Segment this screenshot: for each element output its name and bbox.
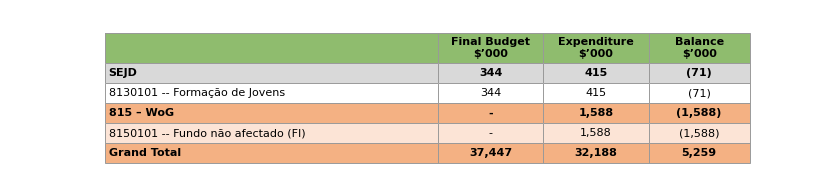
Bar: [543, 33, 649, 63]
Bar: [649, 103, 749, 123]
Text: (1,588): (1,588): [679, 128, 720, 138]
Bar: [649, 83, 749, 103]
Bar: [543, 143, 649, 163]
Bar: [543, 83, 649, 103]
Bar: [649, 143, 749, 163]
Bar: [438, 63, 543, 83]
Bar: [438, 123, 543, 143]
Bar: [105, 103, 438, 123]
Bar: [543, 123, 649, 143]
Text: Final Budget
$’000: Final Budget $’000: [451, 37, 530, 59]
Bar: [105, 33, 438, 63]
Text: 32,188: 32,188: [575, 148, 618, 158]
Bar: [649, 123, 749, 143]
Bar: [438, 143, 543, 163]
Bar: [649, 33, 749, 63]
Text: Expenditure
$’000: Expenditure $’000: [558, 37, 634, 59]
Bar: [105, 83, 438, 103]
Bar: [649, 83, 749, 103]
Bar: [438, 143, 543, 163]
Bar: [105, 33, 438, 63]
Bar: [543, 143, 649, 163]
Bar: [649, 123, 749, 143]
Bar: [438, 33, 543, 63]
Text: 815 – WoG: 815 – WoG: [109, 108, 173, 118]
Bar: [543, 103, 649, 123]
Bar: [649, 33, 749, 63]
Text: 415: 415: [586, 88, 607, 98]
Bar: [438, 103, 543, 123]
Text: 8150101 -- Fundo não afectado (FI): 8150101 -- Fundo não afectado (FI): [109, 128, 305, 138]
Bar: [438, 63, 543, 83]
Bar: [438, 103, 543, 123]
Text: 344: 344: [479, 68, 503, 78]
Bar: [649, 143, 749, 163]
Text: 5,259: 5,259: [681, 148, 716, 158]
Text: -: -: [489, 128, 493, 138]
Bar: [105, 123, 438, 143]
Bar: [105, 63, 438, 83]
Bar: [438, 83, 543, 103]
Text: SEJD: SEJD: [109, 68, 137, 78]
Bar: [438, 83, 543, 103]
Text: Grand Total: Grand Total: [109, 148, 181, 158]
Bar: [105, 83, 438, 103]
Bar: [543, 63, 649, 83]
Bar: [438, 33, 543, 63]
Text: 415: 415: [584, 68, 608, 78]
Bar: [543, 83, 649, 103]
Bar: [438, 123, 543, 143]
Bar: [649, 63, 749, 83]
Bar: [543, 33, 649, 63]
Text: Balance
$’000: Balance $’000: [675, 37, 724, 59]
Text: 8130101 -- Formação de Jovens: 8130101 -- Formação de Jovens: [109, 88, 285, 98]
Bar: [105, 123, 438, 143]
Text: (71): (71): [688, 88, 711, 98]
Text: 344: 344: [480, 88, 501, 98]
Bar: [649, 63, 749, 83]
Text: (71): (71): [686, 68, 712, 78]
Bar: [649, 103, 749, 123]
Bar: [543, 123, 649, 143]
Bar: [105, 143, 438, 163]
Text: -: -: [489, 108, 493, 118]
Text: 1,588: 1,588: [580, 128, 612, 138]
Text: (1,588): (1,588): [676, 108, 722, 118]
Bar: [105, 143, 438, 163]
Bar: [543, 63, 649, 83]
Text: 37,447: 37,447: [469, 148, 512, 158]
Bar: [105, 63, 438, 83]
Text: 1,588: 1,588: [578, 108, 613, 118]
Bar: [543, 103, 649, 123]
Bar: [105, 103, 438, 123]
